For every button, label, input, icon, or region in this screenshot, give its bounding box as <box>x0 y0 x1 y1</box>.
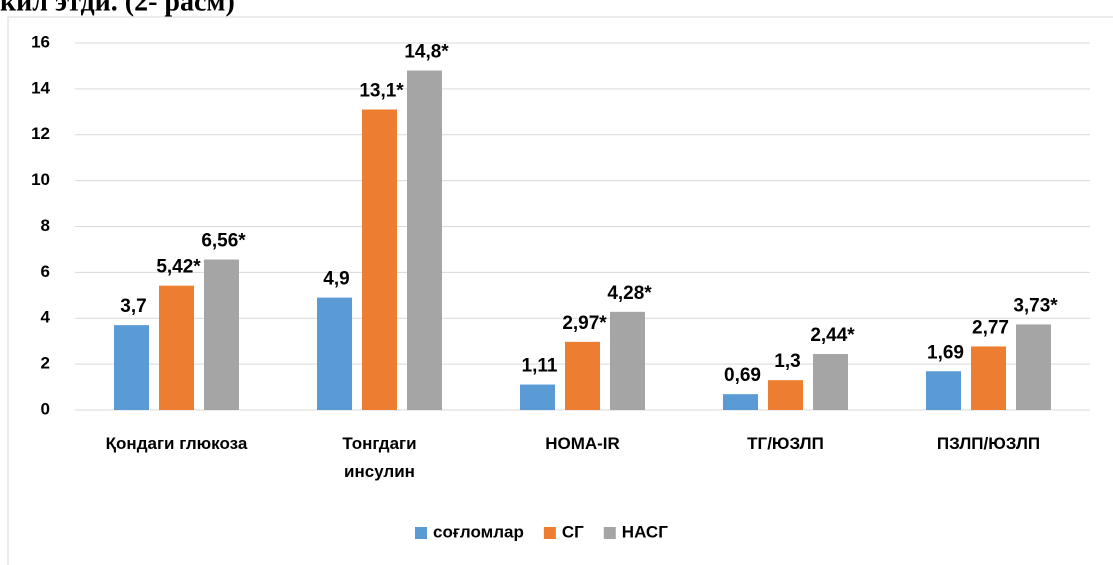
bar <box>971 346 1006 410</box>
x-tick-label: Қондаги глюкоза <box>105 434 248 453</box>
bar <box>926 371 961 410</box>
value-label: 3,7 <box>120 296 146 317</box>
value-label: 1,11 <box>522 356 558 377</box>
y-tick-label: 2 <box>41 354 50 373</box>
value-label: 2,44* <box>810 325 855 346</box>
y-tick-label: 14 <box>31 78 50 97</box>
y-tick-label: 12 <box>31 124 50 143</box>
value-label: 5,42* <box>156 257 201 278</box>
legend-label: соғломлар <box>433 522 524 541</box>
legend-swatch <box>543 527 556 539</box>
value-label: 0,69 <box>724 365 761 386</box>
bar <box>362 109 397 411</box>
value-label: 2,97* <box>562 313 607 334</box>
legend-swatch <box>603 527 616 539</box>
chart-border <box>7 16 1113 565</box>
y-tick-label: 16 <box>31 32 50 51</box>
bar <box>407 70 442 411</box>
legend-swatch <box>415 527 427 539</box>
value-label: 1,69 <box>927 342 964 363</box>
bar <box>1016 324 1051 410</box>
bar <box>159 285 194 410</box>
bar <box>317 297 352 410</box>
bar <box>813 354 848 410</box>
x-tick-label: ТГ/ЮЗЛП <box>747 434 824 453</box>
bar <box>114 325 149 410</box>
value-label: 4,9 <box>323 269 349 290</box>
bar <box>204 259 239 410</box>
y-tick-label: 10 <box>31 170 50 189</box>
x-tick-label: Тонгдаги инсулин <box>342 434 417 481</box>
value-label: 6,56* <box>201 231 246 252</box>
caption: кил этди. (2- расм) <box>0 0 235 17</box>
legend-label: СГ <box>562 522 584 541</box>
bar <box>610 311 645 410</box>
bar <box>520 384 555 410</box>
value-label: 2,77 <box>972 317 1009 338</box>
value-label: 1,3 <box>774 351 800 372</box>
x-tick-label: ПЗЛП/ЮЗЛП <box>936 434 1041 453</box>
bar <box>723 394 758 410</box>
x-tick-label: HOMA-IR <box>545 434 620 453</box>
y-tick-label: 0 <box>41 399 50 418</box>
legend-label: НАСГ <box>622 522 668 541</box>
bar <box>565 341 600 410</box>
y-tick-label: 8 <box>41 216 50 235</box>
value-label: 4,28* <box>607 283 652 304</box>
value-label: 14,8* <box>404 42 449 63</box>
y-tick-label: 4 <box>41 308 51 327</box>
value-label: 3,73* <box>1013 295 1058 316</box>
bar <box>768 380 803 410</box>
value-label: 13,1* <box>359 81 404 102</box>
y-tick-label: 6 <box>41 262 50 281</box>
